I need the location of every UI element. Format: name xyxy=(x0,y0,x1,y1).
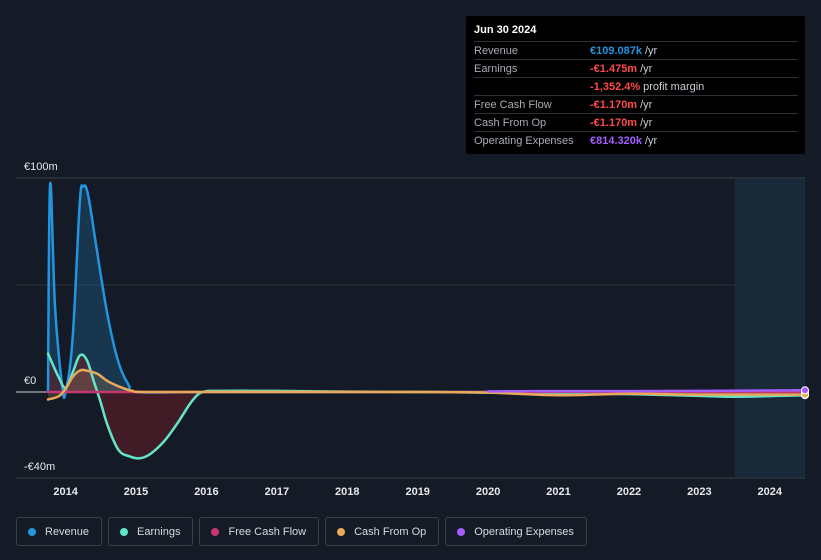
tooltip-row-value: -€1.170m xyxy=(590,116,638,129)
x-tick-label: 2018 xyxy=(335,486,359,498)
tooltip-row-label: Cash From Op xyxy=(474,116,547,129)
tooltip-row-unit: /yr xyxy=(645,134,658,147)
tooltip-row-label: Free Cash Flow xyxy=(474,98,552,111)
legend-item-revenue[interactable]: Revenue xyxy=(16,517,103,546)
chart-legend: Revenue Earnings Free Cash Flow Cash From O… xyxy=(16,517,587,546)
tooltip-row-label: Earnings xyxy=(474,62,518,75)
y-tick-label: €100m xyxy=(24,161,58,173)
legend-label: Free Cash Flow xyxy=(228,525,307,538)
legend-item-operating-expenses[interactable]: Operating Expenses xyxy=(445,517,587,546)
tooltip-row-unit: /yr xyxy=(640,98,653,111)
tooltip-row: Revenue €109.087k/yr xyxy=(474,41,798,59)
x-tick-label: 2024 xyxy=(758,486,783,498)
tooltip-row: -1,352.4% profit margin xyxy=(474,77,798,95)
x-tick-label: 2020 xyxy=(476,486,500,498)
legend-label: Cash From Op xyxy=(354,525,427,538)
legend-label: Earnings xyxy=(137,525,181,538)
tooltip-row-label: Revenue xyxy=(474,44,519,57)
forecast-shade xyxy=(734,178,805,478)
x-tick-label: 2015 xyxy=(124,486,148,498)
x-tick-label: 2019 xyxy=(405,486,429,498)
series-line-revenue xyxy=(46,181,807,400)
tooltip-row-unit: /yr xyxy=(640,116,653,129)
y-tick-label: -€40m xyxy=(24,461,55,473)
tooltip-row-value: €109.087k xyxy=(590,44,642,57)
tooltip-row-value: -€1.475m xyxy=(590,62,638,75)
legend-label: Revenue xyxy=(45,525,90,538)
chart-canvas: €100m €0 -€40m 2014 2015 2016 2017 2018 2019 202… xyxy=(16,161,809,498)
y-tick-label: €0 xyxy=(24,375,36,387)
legend-dot-icon xyxy=(211,527,220,536)
end-markers xyxy=(801,386,809,400)
legend-dot-icon xyxy=(337,527,346,536)
series-line-cash-from-op xyxy=(46,368,807,401)
legend-dot-icon xyxy=(28,527,36,536)
y-axis-labels: €100m €0 -€40m xyxy=(24,161,58,473)
tooltip-row-value: -€1.170m xyxy=(590,98,638,111)
legend-item-cash-from-op[interactable]: Cash From Op xyxy=(325,517,440,546)
x-axis-labels: 2014 2015 2016 2017 2018 2019 2020 2021 2022 2023… xyxy=(53,486,783,498)
series-line-operating-expenses xyxy=(486,389,807,393)
x-tick-label: 2022 xyxy=(617,486,641,498)
tooltip-row-label: Operating Expenses xyxy=(474,134,574,147)
series-fills xyxy=(48,182,805,459)
x-tick-label: 2017 xyxy=(265,486,289,498)
data-tooltip: Jun 30 2024 Revenue €109.087k/yr Earnings -… xyxy=(466,16,805,154)
legend-item-free-cash-flow[interactable]: Free Cash Flow xyxy=(199,517,320,546)
tooltip-row-unit: profit margin xyxy=(643,80,705,93)
tooltip-row-value: -1,352.4% xyxy=(590,80,641,93)
x-tick-label: 2021 xyxy=(546,486,570,498)
tooltip-row: Cash From Op -€1.170m/yr xyxy=(474,113,798,131)
tooltip-row: Operating Expenses €814.320k/yr xyxy=(474,131,798,149)
forecast-region xyxy=(734,178,805,478)
series-area-earnings xyxy=(48,353,805,459)
legend-dot-icon xyxy=(457,527,466,536)
x-tick-label: 2016 xyxy=(194,486,218,498)
tooltip-row-unit: /yr xyxy=(645,44,658,57)
tooltip-row-unit: /yr xyxy=(640,62,653,75)
tooltip-row: Earnings -€1.475m/yr xyxy=(474,59,798,77)
x-tick-label: 2023 xyxy=(687,486,711,498)
tooltip-row: Free Cash Flow -€1.170m/yr xyxy=(474,95,798,113)
tooltip-date: Jun 30 2024 xyxy=(474,24,537,36)
end-marker-operating-expenses xyxy=(801,386,809,395)
x-tick-label: 2014 xyxy=(53,486,78,498)
legend-label: Operating Expenses xyxy=(474,525,574,538)
legend-dot-icon xyxy=(120,527,129,536)
series-area-revenue xyxy=(48,182,805,398)
tooltip-row-value: €814.320k xyxy=(590,134,642,147)
legend-item-earnings[interactable]: Earnings xyxy=(108,517,194,546)
series-lines xyxy=(46,181,807,460)
tooltip-rows: Revenue €109.087k/yr Earnings -€1.475m/yr -1… xyxy=(474,41,798,149)
